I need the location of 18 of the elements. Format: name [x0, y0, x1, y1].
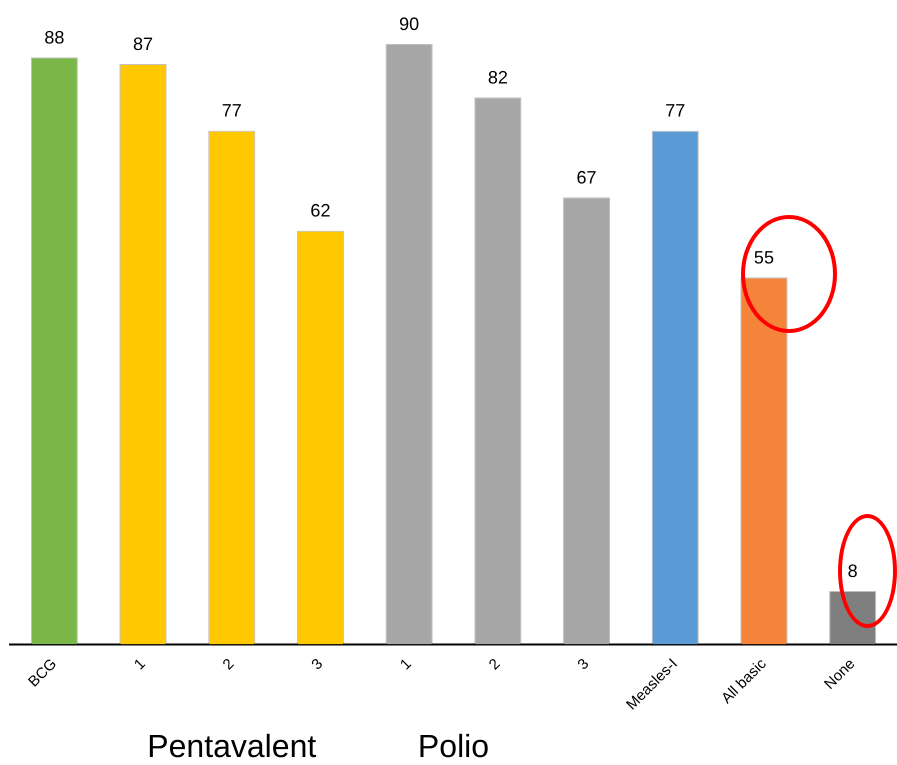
x-tick-label: 3 [574, 655, 592, 674]
x-tick-label: 1 [130, 655, 149, 674]
x-tick-label: 2 [220, 655, 238, 674]
text: Pentavalent [147, 728, 316, 764]
data-label: 88 [44, 27, 64, 48]
data-label: 87 [133, 34, 154, 54]
data-label: 62 [310, 200, 330, 221]
data-label: 55 [754, 247, 774, 268]
x-tick-label: 3 [308, 655, 326, 674]
data-label: 82 [488, 67, 508, 88]
data-label: 8 [848, 560, 858, 581]
data-label: 67 [576, 167, 597, 188]
data-label: 77 [665, 100, 686, 121]
data-label: 90 [399, 14, 420, 34]
data-label: 77 [222, 100, 242, 121]
x-tick-label: 2 [486, 655, 504, 674]
text: Polio [418, 728, 490, 764]
x-tick-label: 1 [396, 655, 415, 674]
